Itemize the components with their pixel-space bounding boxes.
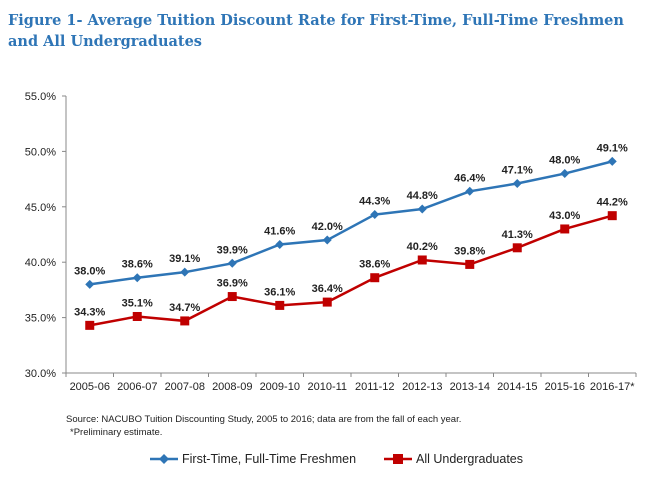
data-point xyxy=(465,186,475,196)
y-tick-label: 30.0% xyxy=(25,368,56,380)
data-point xyxy=(132,311,142,321)
data-point xyxy=(85,279,95,289)
data-point xyxy=(132,273,142,283)
chart-legend: First-Time, Full-Time Freshmen All Under… xyxy=(0,449,650,469)
x-tick-label: 2015-16 xyxy=(545,381,585,393)
data-point xyxy=(85,320,95,330)
source-note: Source: NACUBO Tuition Discounting Study… xyxy=(66,413,461,439)
x-tick-label: 2011-12 xyxy=(355,381,395,393)
data-label: 34.3% xyxy=(74,306,105,318)
footnote-text: *Preliminary estimate. xyxy=(70,427,163,438)
data-point xyxy=(322,297,332,307)
data-point xyxy=(417,204,427,214)
x-tick-label: 2016-17* xyxy=(590,381,635,393)
legend-item-undergraduates: All Undergraduates xyxy=(384,449,523,469)
data-label: 38.6% xyxy=(359,259,390,271)
data-point xyxy=(607,211,617,221)
x-tick-label: 2008-09 xyxy=(212,381,252,393)
data-label: 39.8% xyxy=(454,245,485,257)
x-tick-label: 2012-13 xyxy=(402,381,442,393)
series-line-1 xyxy=(89,214,613,327)
data-label: 41.3% xyxy=(502,229,533,241)
y-tick-label: 40.0% xyxy=(25,257,56,269)
data-point xyxy=(370,273,380,283)
data-label: 35.1% xyxy=(122,297,153,309)
data-point xyxy=(465,259,475,269)
series-line-0 xyxy=(89,160,613,286)
y-tick-label: 35.0% xyxy=(25,313,56,325)
chart-title: Figure 1- Average Tuition Discount Rate … xyxy=(8,12,624,50)
data-point xyxy=(275,239,285,249)
data-point xyxy=(512,243,522,253)
legend-item-freshmen: First-Time, Full-Time Freshmen xyxy=(150,449,356,469)
data-label: 39.9% xyxy=(217,244,248,256)
data-point xyxy=(322,235,332,245)
data-label: 40.2% xyxy=(407,241,438,253)
source-text: Source: NACUBO Tuition Discounting Study… xyxy=(66,414,462,425)
data-label: 38.0% xyxy=(74,265,105,277)
x-tick-label: 2005-06 xyxy=(70,381,110,393)
data-label: 36.4% xyxy=(312,283,343,295)
x-tick-label: 2009-10 xyxy=(260,381,300,393)
x-tick-label: 2010-11 xyxy=(307,381,347,393)
data-label: 36.1% xyxy=(264,286,295,298)
data-label: 48.0% xyxy=(549,155,580,167)
data-label: 43.0% xyxy=(549,210,580,222)
data-point xyxy=(512,179,522,189)
y-tick-label: 50.0% xyxy=(25,146,56,158)
data-label: 44.2% xyxy=(597,197,628,209)
data-label: 42.0% xyxy=(312,221,343,233)
data-label: 41.6% xyxy=(264,225,295,237)
data-label: 44.8% xyxy=(407,190,438,202)
legend-label-freshmen: First-Time, Full-Time Freshmen xyxy=(182,452,357,466)
data-point xyxy=(227,292,237,302)
data-label: 47.1% xyxy=(502,165,533,177)
y-tick-label: 55.0% xyxy=(25,91,56,103)
data-label: 44.3% xyxy=(359,196,390,208)
data-label: 49.1% xyxy=(597,142,628,154)
legend-label-undergraduates: All Undergraduates xyxy=(416,452,524,466)
data-point xyxy=(227,258,237,268)
data-point xyxy=(180,316,190,326)
x-tick-label: 2014-15 xyxy=(497,381,537,393)
legend-diamond-icon xyxy=(150,454,178,464)
data-label: 46.4% xyxy=(454,172,485,184)
x-tick-label: 2013-14 xyxy=(450,381,490,393)
data-label: 34.7% xyxy=(169,302,200,314)
data-label: 36.9% xyxy=(217,278,248,290)
data-label: 39.1% xyxy=(169,253,200,265)
x-tick-label: 2007-08 xyxy=(165,381,205,393)
x-tick-label: 2006-07 xyxy=(117,381,157,393)
data-point xyxy=(560,169,570,179)
legend-square-icon xyxy=(384,454,412,464)
line-chart: 30.0% 35.0% 40.0% 45.0% 50.0% 55.0% 2005-06 200… xyxy=(25,91,637,393)
data-point xyxy=(180,267,190,277)
data-point xyxy=(560,224,570,234)
data-point xyxy=(607,156,617,166)
data-point xyxy=(370,210,380,220)
data-point xyxy=(275,300,285,310)
y-tick-label: 45.0% xyxy=(25,202,56,214)
data-label: 38.6% xyxy=(122,259,153,271)
data-point xyxy=(417,255,427,265)
